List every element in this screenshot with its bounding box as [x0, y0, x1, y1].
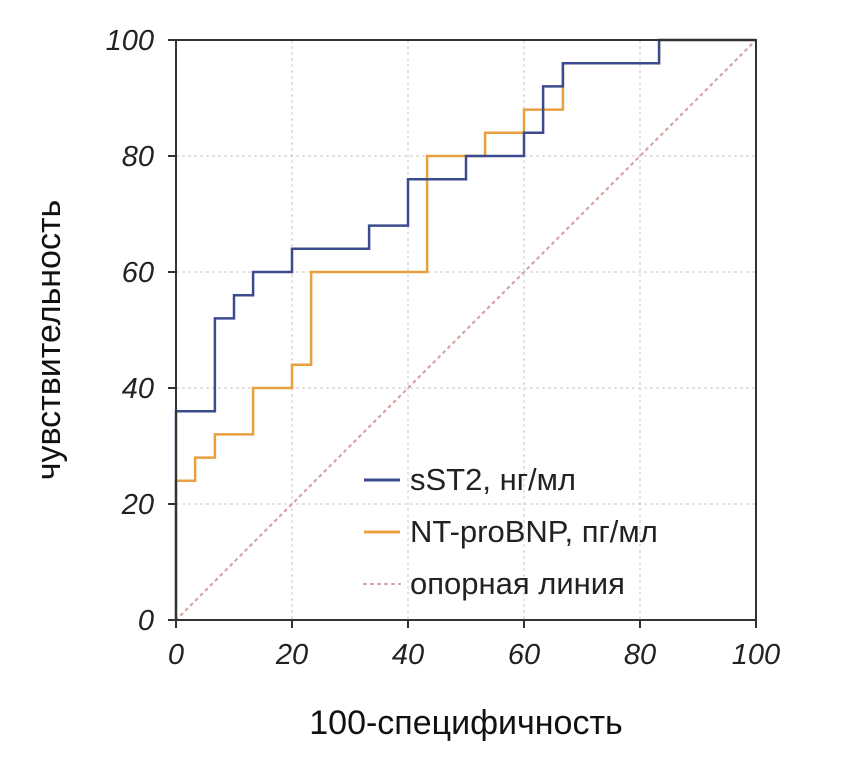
- x-tick-label: 80: [624, 639, 656, 671]
- legend-label-2: опорная линия: [410, 566, 625, 601]
- y-tick-label: 60: [122, 257, 154, 289]
- y-tick-label: 0: [138, 605, 154, 637]
- x-tick-label: 60: [508, 639, 540, 671]
- x-tick-label: 0: [168, 639, 184, 671]
- legend-label-1: NT-proBNP, пг/мл: [410, 514, 658, 549]
- y-tick-label: 100: [106, 25, 154, 57]
- legend: sST2, нг/мл NT-proBNP, пг/мл опорная линия: [363, 462, 658, 601]
- series-layer: [174, 38, 757, 621]
- plot-frame: [175, 39, 757, 621]
- x-tick-label: 40: [392, 639, 424, 671]
- y-tick-label: 80: [122, 141, 154, 173]
- series-line-0: [174, 38, 756, 620]
- axis-ticks: 0 20 40 60 80 100 0 20 40 60 80 100: [106, 25, 781, 671]
- x-axis-title: 100-специфичность: [309, 704, 623, 742]
- x-tick-label: 100: [732, 639, 780, 671]
- x-tick-label: 20: [275, 639, 308, 671]
- y-tick-label: 20: [121, 489, 154, 521]
- legend-label-0: sST2, нг/мл: [410, 462, 576, 497]
- y-tick-label: 40: [122, 373, 154, 405]
- series-line-1: [174, 38, 756, 620]
- y-axis-title: чувствительность: [30, 200, 68, 481]
